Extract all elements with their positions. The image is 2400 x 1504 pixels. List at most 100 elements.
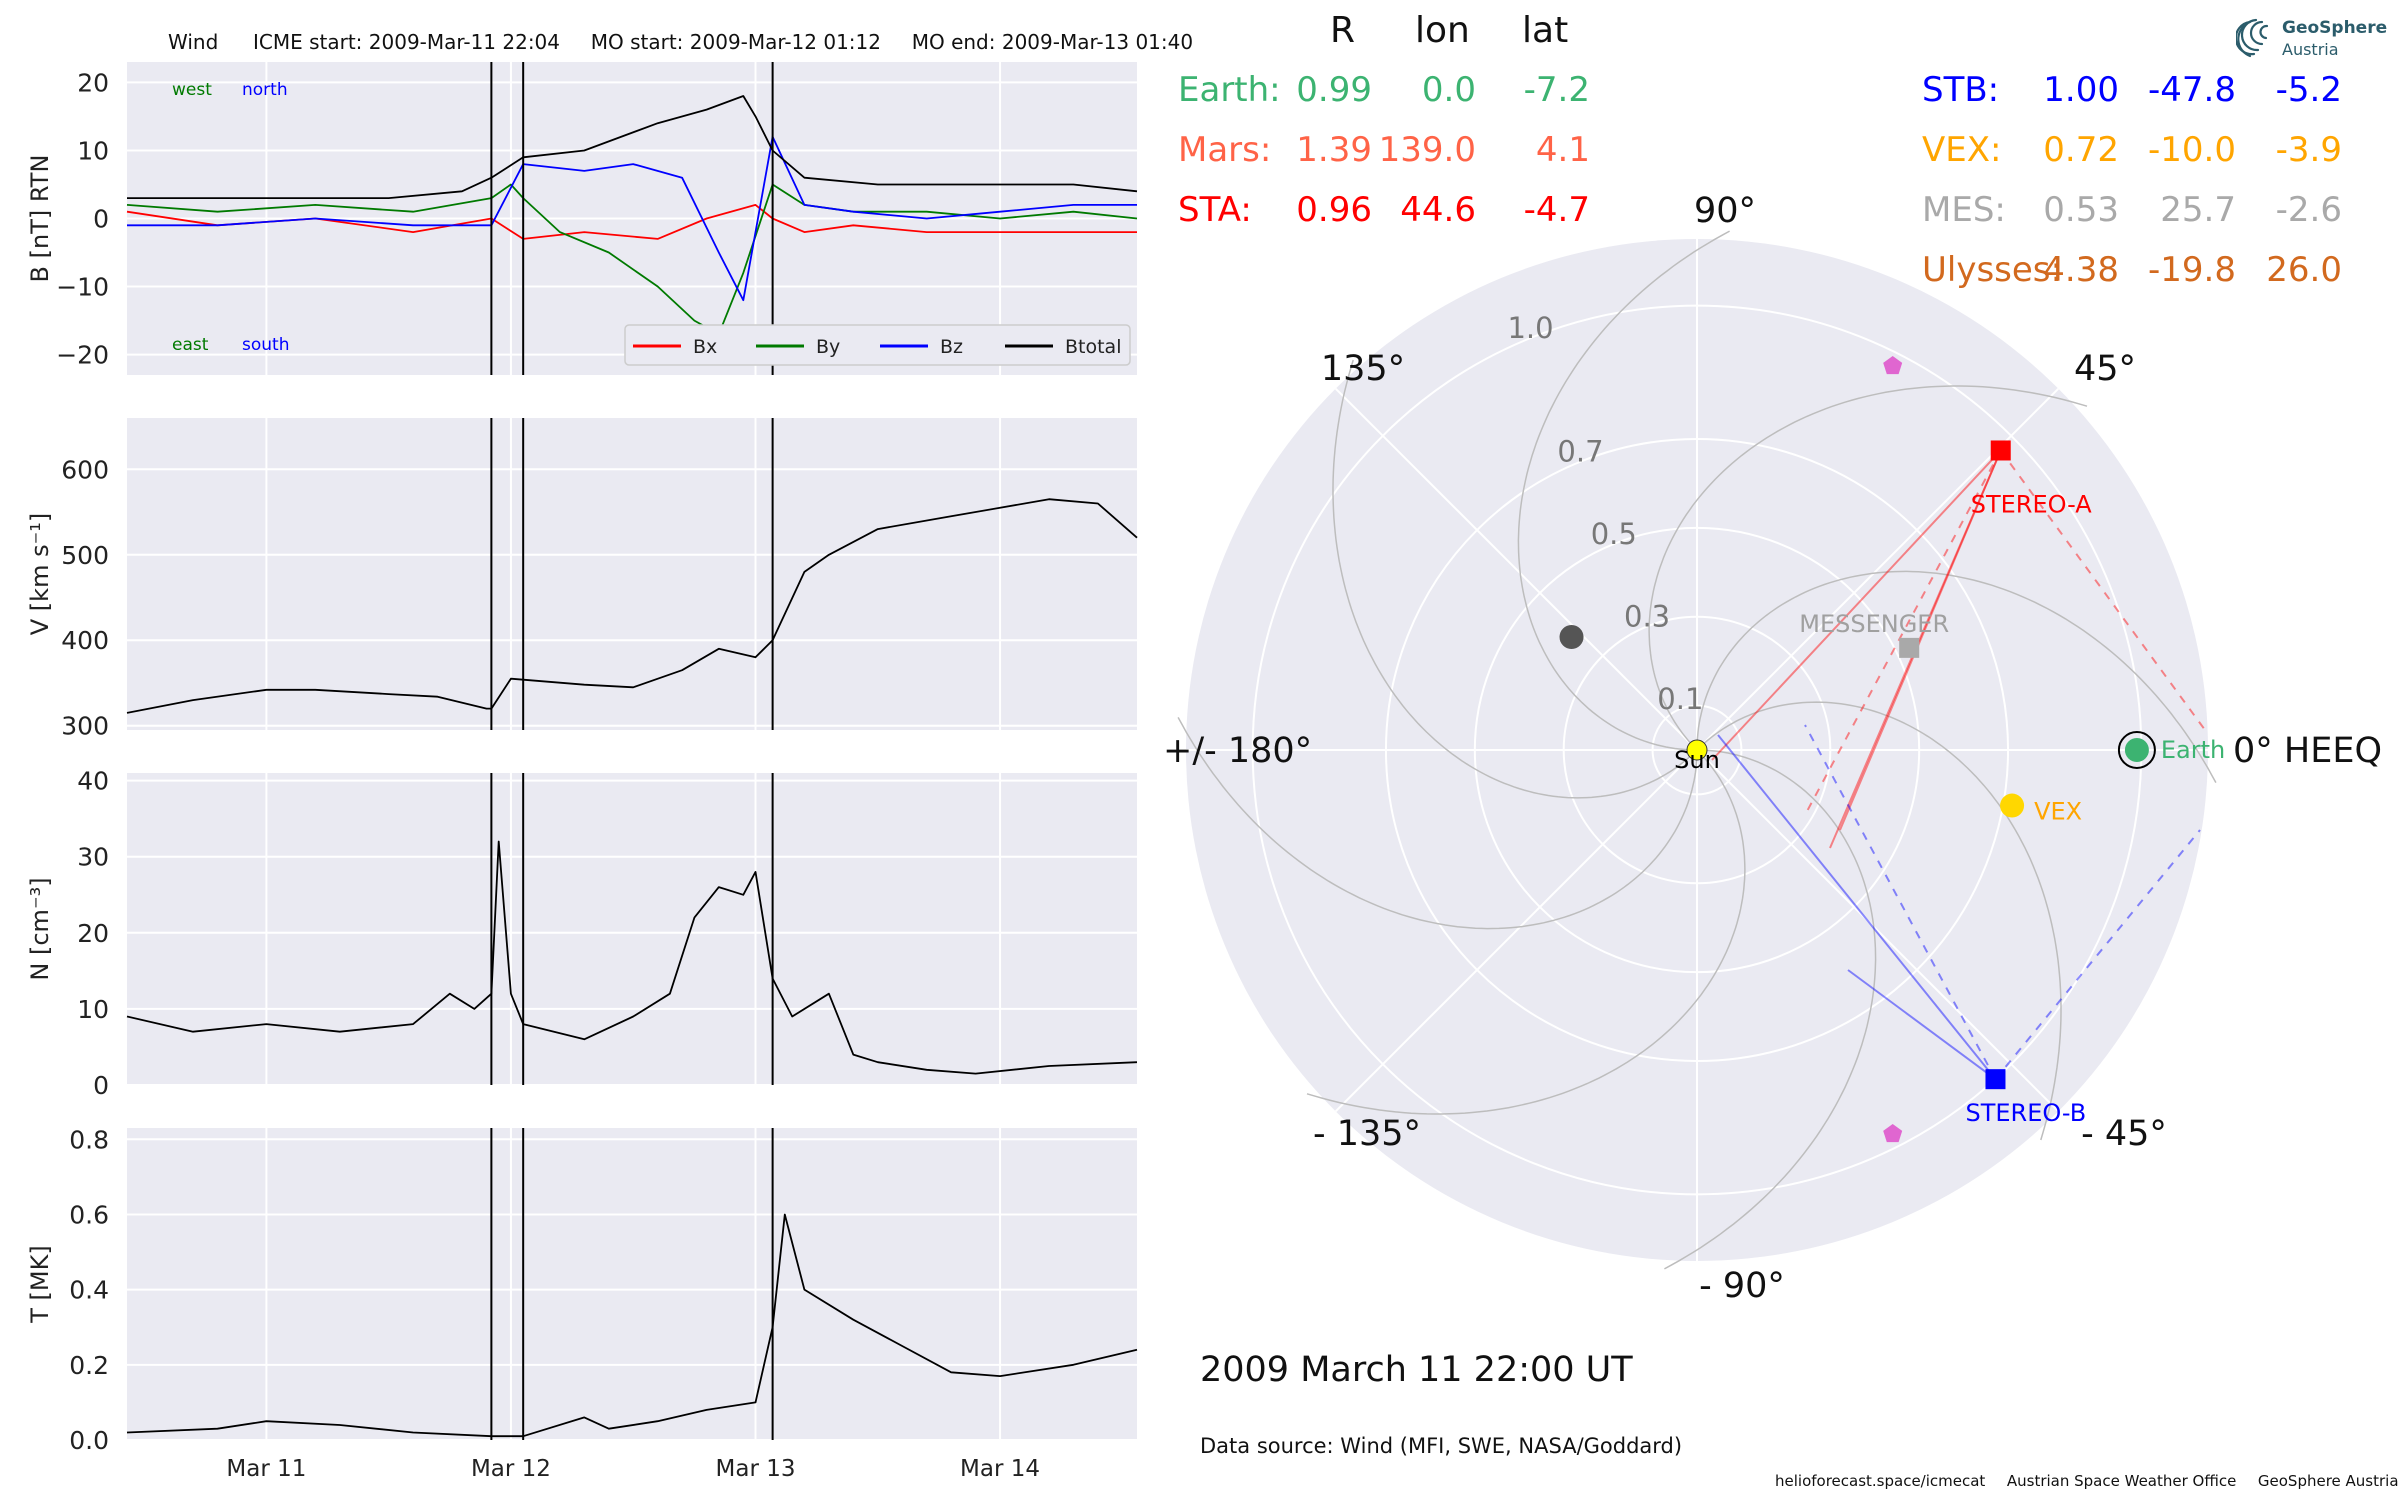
series-line: [126, 840, 1138, 1075]
y-tick-label: 20: [77, 68, 109, 97]
y-tick-label: 500: [61, 541, 109, 570]
position-mes-lat: -2.6: [2275, 190, 2342, 230]
spiral-line: [1696, 701, 2062, 1141]
table-header-lat: lat: [1522, 10, 1569, 51]
position-mars-r: 1.39: [1296, 130, 1372, 170]
sun-label: Sun: [1674, 746, 1720, 774]
y-tick-label: 0.6: [69, 1200, 109, 1229]
messenger-marker: [1899, 637, 1920, 658]
y-tick-label: 20: [77, 919, 109, 948]
angle-label: - 135°: [1313, 1114, 1421, 1154]
position-earth-r: 0.99: [1296, 70, 1372, 110]
header-mo-start: MO start: 2009-Mar-12 01:12: [590, 30, 881, 54]
angle-label: +/- 180°: [1163, 731, 1312, 771]
header-mo-end: MO end: 2009-Mar-13 01:40: [911, 30, 1194, 54]
logo-icon: [2236, 18, 2269, 58]
fov-line: [1994, 829, 2201, 1080]
y-tick-label: 10: [77, 995, 109, 1024]
vex-marker: [2000, 793, 2025, 818]
earth-label: Earth: [2161, 736, 2225, 764]
legend: Bx By Bz Btotal: [624, 324, 1131, 366]
event-header: Wind ICME start: 2009-Mar-11 22:04 MO st…: [168, 30, 1193, 54]
x-tick-label: Mar 14: [960, 1456, 1040, 1482]
angle-label: - 90°: [1699, 1266, 1785, 1306]
y-tick-label: −20: [56, 341, 109, 370]
header-spacecraft: Wind: [168, 30, 219, 54]
legend-label-btotal: Btotal: [1065, 336, 1121, 358]
position-earth-lat: -7.2: [1523, 70, 1590, 110]
y-axis-label: B [nT] RTN: [26, 155, 54, 283]
series-btotal-line: [127, 95, 1138, 200]
ulysses-marker: [1883, 1124, 1903, 1143]
y-tick-label: −10: [56, 273, 109, 302]
geosphere-logo: GeoSphere Austria: [2236, 12, 2396, 68]
position-mes-lon: 25.7: [2160, 190, 2236, 230]
date-label: 2009 March 11 22:00 UT: [1200, 1350, 1633, 1390]
position-stb-r: 1.00: [2043, 70, 2119, 110]
r-tick-label: 0.1: [1657, 682, 1703, 716]
stereo-b-label: STEREO-B: [1965, 1099, 2086, 1127]
r-tick-label: 0.3: [1624, 599, 1670, 633]
position-mes-r: 0.53: [2043, 190, 2119, 230]
earth-marker: [2124, 738, 2149, 762]
fov-line: [1999, 449, 2206, 731]
spiral-line: [1332, 359, 1698, 799]
panel-2: 40 30 20 10 0 N [cm⁻³]: [26, 767, 1138, 1100]
position-ulysses-lat: 26.0: [2266, 250, 2342, 290]
legend-label-bx: Bx: [693, 336, 717, 358]
angular-gridline: [1334, 749, 1698, 1113]
y-axis-label: T [MK]: [26, 1245, 54, 1323]
legend-label-bz: Bz: [940, 336, 963, 358]
panel-bg: [127, 418, 1137, 730]
annotation-south: south: [242, 335, 289, 355]
spiral-line: [1306, 749, 1746, 1115]
series-bx-line: [126, 203, 1137, 240]
position-vex-r: 0.72: [2043, 130, 2119, 170]
series-by-line: [126, 183, 1138, 336]
fov-line: [1711, 449, 2002, 761]
position-sta-lat: -4.7: [1523, 190, 1590, 230]
y-tick-label: 400: [61, 626, 109, 655]
y-tick-label: 600: [61, 455, 109, 484]
y-tick-label: 0.2: [69, 1351, 109, 1380]
position-ulysses-name: Ulysses:: [1922, 250, 2062, 290]
spiral-line: [1696, 570, 2217, 783]
panel-0: 20 10 0 −10 −20 B [nT] RTN west north east south B…: [26, 62, 1138, 375]
position-vex-lat: -3.9: [2275, 130, 2342, 170]
fov-line: [1717, 734, 1997, 1080]
y-axis-label: V [km s⁻¹]: [26, 513, 54, 635]
fov-line: [1839, 450, 2002, 831]
fov-line: [1847, 969, 1997, 1080]
position-earth-name: Earth:: [1178, 70, 1281, 110]
position-mars-name: Mars:: [1178, 130, 1272, 170]
earth-ring: [2117, 731, 2156, 769]
y-tick-label: 40: [77, 767, 109, 796]
mercury-marker: [1559, 625, 1584, 650]
y-axis-label: N [cm⁻³]: [26, 877, 54, 980]
series-line: [126, 498, 1138, 714]
position-mes-name: MES:: [1922, 190, 2006, 230]
position-stb-lon: -47.8: [2148, 70, 2236, 110]
y-tick-label: 0: [93, 1071, 109, 1100]
logo-line1: GeoSphere: [2282, 18, 2388, 38]
spiral-line: [1664, 749, 1877, 1270]
y-tick-label: 0.4: [69, 1276, 109, 1305]
stereo-a-marker: [1990, 440, 2011, 461]
y-tick-label: 0.8: [69, 1125, 109, 1154]
spiral-line: [1177, 717, 1698, 930]
fov-line: [1804, 724, 1997, 1080]
series-bz-line: [127, 135, 1137, 302]
polar-plot: 0.1 0.3 0.5 0.7 1.0 90° 45° 0° HEEQ - 45° - 90° - …: [1163, 191, 2382, 1306]
footer-office: Austrian Space Weather Office: [2006, 1472, 2237, 1490]
footer: helioforecast.space/icmecat Austrian Spa…: [1775, 1472, 2399, 1490]
position-vex-lon: -10.0: [2148, 130, 2236, 170]
angle-label: 0° HEEQ: [2233, 731, 2382, 771]
angular-gridline: [1696, 749, 2060, 1113]
stereo-b-marker: [1985, 1069, 2006, 1090]
position-sta-name: STA:: [1178, 190, 1252, 230]
r-tick-label: 1.0: [1507, 311, 1553, 345]
position-stb-name: STB:: [1922, 70, 2000, 110]
r-tick-label: 0.5: [1591, 517, 1637, 551]
position-earth-lon: 0.0: [1421, 70, 1476, 110]
